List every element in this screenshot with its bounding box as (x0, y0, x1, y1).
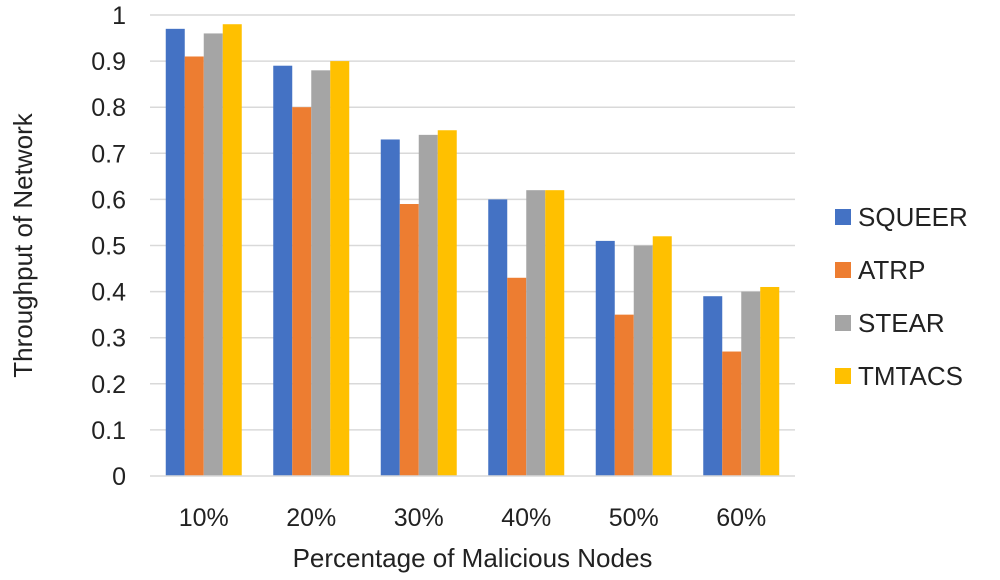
bar-tmtacs-50pct (652, 236, 672, 476)
y-axis-title: Throughput of Network (8, 112, 38, 377)
legend-label-stear: STEAR (858, 308, 945, 338)
legend-swatch-squeer (835, 209, 851, 225)
bar-atrp-30pct (399, 204, 419, 476)
bar-tmtacs-60pct (760, 286, 780, 476)
y-tick-label: 0.4 (91, 279, 126, 307)
bar-stear-60pct (741, 291, 761, 476)
y-tick-label: 0.3 (91, 325, 126, 353)
y-tick-label: 0.5 (91, 233, 126, 261)
gridlines (150, 14, 795, 431)
legend-label-squeer: SQUEER (858, 202, 968, 232)
bar-atrp-10pct (184, 56, 204, 477)
y-tick-label: 1 (112, 2, 126, 30)
bar-squeer-40pct (488, 199, 508, 476)
bar-squeer-10pct (165, 28, 185, 477)
bar-tmtacs-10pct (222, 24, 242, 476)
y-axis-ticks: 0 0.1 0.2 0.3 0.4 0.5 0.6 0.7 0.8 0.9 1 (91, 2, 126, 491)
bar-stear-40pct (526, 190, 546, 476)
y-tick-label: 0.2 (91, 371, 126, 399)
legend-swatch-atrp (835, 262, 851, 278)
y-tick-label: 0.7 (91, 140, 126, 168)
bar-stear-20pct (311, 70, 331, 476)
bar-atrp-40pct (507, 277, 527, 476)
bar-tmtacs-40pct (545, 190, 565, 476)
legend-swatch-tmtacs (835, 368, 851, 384)
bar-atrp-50pct (614, 314, 634, 476)
bar-stear-10pct (203, 33, 223, 476)
bar-stear-50pct (633, 245, 653, 476)
x-tick-label: 40% (501, 504, 551, 532)
y-tick-label: 0.1 (91, 417, 126, 445)
legend: SQUEER ATRP STEAR TMTACS (835, 202, 968, 391)
bar-atrp-20pct (292, 107, 312, 476)
x-tick-label: 60% (716, 504, 766, 532)
bar-squeer-20pct (273, 65, 293, 477)
x-tick-label: 50% (609, 504, 659, 532)
legend-label-atrp: ATRP (858, 255, 925, 285)
x-axis-ticks: 10% 20% 30% 40% 50% 60% (179, 504, 767, 532)
x-axis-title: Percentage of Malicious Nodes (293, 543, 653, 573)
x-tick-label: 10% (179, 504, 229, 532)
bars (165, 24, 780, 477)
bar-stear-30pct (418, 134, 438, 477)
y-tick-label: 0.8 (91, 94, 126, 122)
bar-squeer-50pct (595, 240, 615, 476)
legend-label-tmtacs: TMTACS (858, 361, 963, 391)
bar-squeer-60pct (703, 296, 723, 476)
bar-atrp-60pct (722, 351, 742, 476)
y-tick-label: 0.6 (91, 186, 126, 214)
x-tick-label: 30% (394, 504, 444, 532)
bar-squeer-30pct (380, 139, 400, 476)
bar-tmtacs-20pct (330, 61, 350, 476)
x-tick-label: 20% (286, 504, 336, 532)
bar-tmtacs-30pct (437, 130, 457, 476)
y-tick-label: 0.9 (91, 48, 126, 76)
y-tick-label: 0 (112, 463, 126, 491)
legend-swatch-stear (835, 315, 851, 331)
